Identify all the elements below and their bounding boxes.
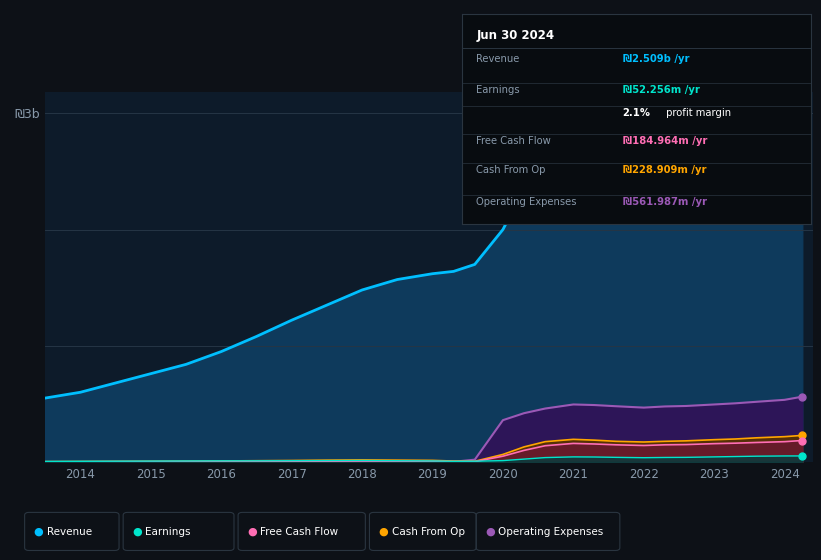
Text: ●: ● xyxy=(378,527,388,537)
Text: ₪2.509b /yr: ₪2.509b /yr xyxy=(623,54,689,64)
Text: Earnings: Earnings xyxy=(476,85,520,95)
Text: Revenue: Revenue xyxy=(47,527,92,537)
Text: ₪228.909m /yr: ₪228.909m /yr xyxy=(623,165,706,175)
Text: ●: ● xyxy=(132,527,142,537)
Text: ₪52.256m /yr: ₪52.256m /yr xyxy=(623,85,699,95)
Text: ●: ● xyxy=(247,527,257,537)
Text: profit margin: profit margin xyxy=(663,109,731,119)
Text: ●: ● xyxy=(34,527,44,537)
Text: Cash From Op: Cash From Op xyxy=(476,165,546,175)
Text: ₪184.964m /yr: ₪184.964m /yr xyxy=(623,136,707,146)
Text: Cash From Op: Cash From Op xyxy=(392,527,465,537)
Text: Earnings: Earnings xyxy=(145,527,190,537)
Text: Free Cash Flow: Free Cash Flow xyxy=(260,527,338,537)
Text: Jun 30 2024: Jun 30 2024 xyxy=(476,29,554,41)
Text: Free Cash Flow: Free Cash Flow xyxy=(476,136,551,146)
Text: Operating Expenses: Operating Expenses xyxy=(476,197,576,207)
Text: 2.1%: 2.1% xyxy=(623,109,651,119)
Text: Revenue: Revenue xyxy=(476,54,520,64)
Text: Operating Expenses: Operating Expenses xyxy=(498,527,603,537)
Text: ●: ● xyxy=(485,527,495,537)
Text: ₪561.987m /yr: ₪561.987m /yr xyxy=(623,197,707,207)
